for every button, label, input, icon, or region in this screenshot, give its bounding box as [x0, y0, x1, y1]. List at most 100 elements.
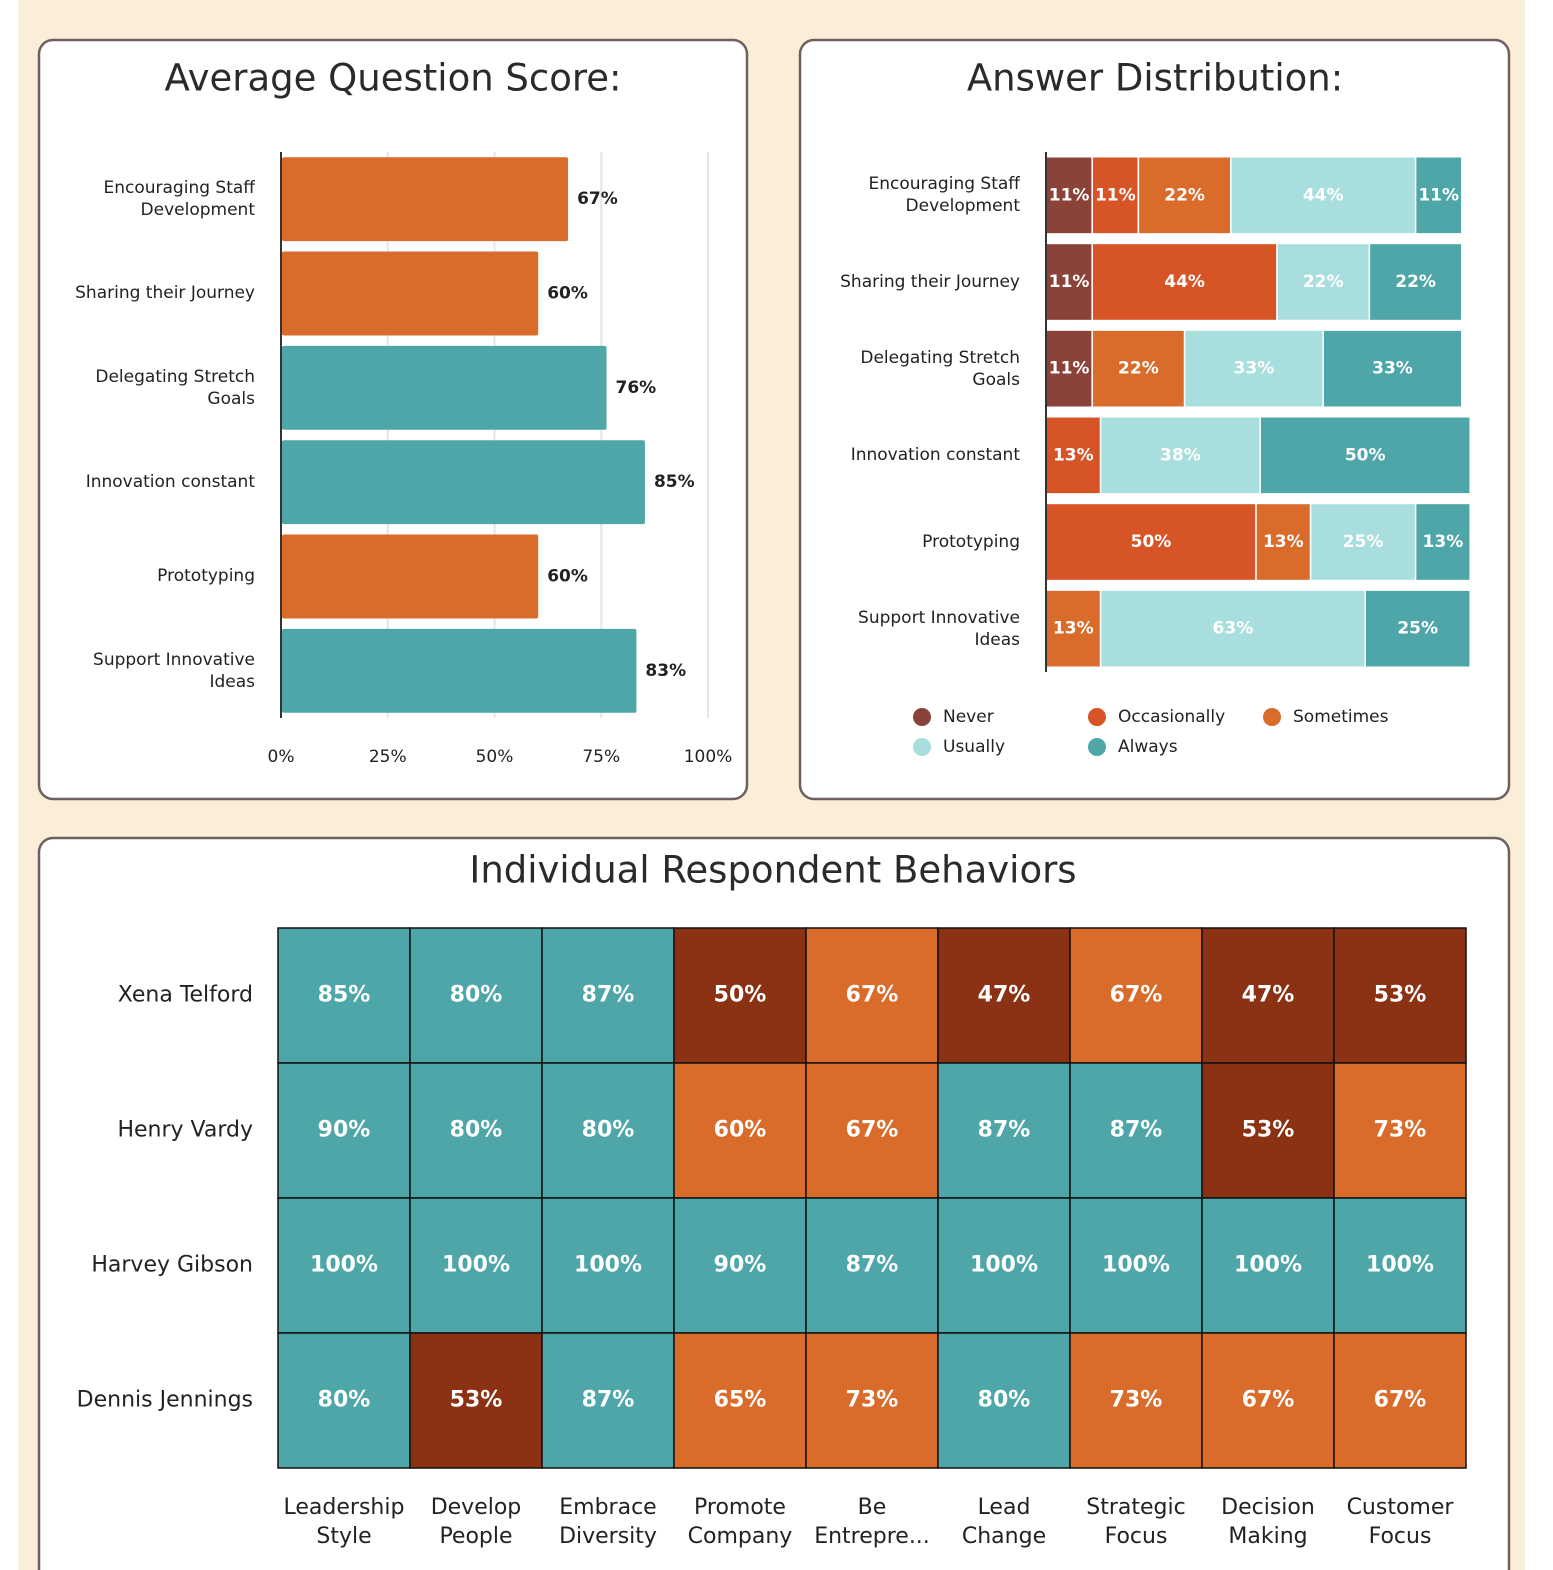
heatmap-cell [673, 1062, 807, 1199]
value-label: 13% [1423, 532, 1464, 552]
bar [282, 251, 539, 336]
cell-label: 60% [714, 1118, 767, 1143]
cell-label: 90% [714, 1253, 767, 1278]
heatmap-cell [409, 1062, 543, 1199]
heatmap-cell [673, 927, 807, 1064]
value-label: 63% [1213, 619, 1254, 639]
x-tick-label-box: Embrace Diversity [559, 1495, 657, 1549]
cell-label: 47% [978, 983, 1031, 1008]
cell-label: 67% [1242, 1388, 1295, 1413]
heatmap-cell [541, 1332, 675, 1469]
heatmap-cell [1333, 1332, 1467, 1469]
bar-segment [1045, 156, 1093, 235]
value-label: 60% [547, 567, 588, 587]
bar [282, 440, 645, 525]
chart-title: Answer Distribution: [967, 57, 1343, 100]
x-tick-label: Lead Change [961, 1495, 1047, 1549]
value-label: 44% [1164, 272, 1205, 292]
cell-label: 100% [1366, 1253, 1434, 1278]
heatmap-cell [1201, 927, 1335, 1064]
value-label: 13% [1053, 619, 1094, 639]
cell-label: 67% [1374, 1388, 1427, 1413]
y-tick-label-box: Encouraging Staff Development [103, 178, 255, 220]
cell-label: 67% [846, 983, 899, 1008]
heatmap-cell [277, 1332, 411, 1469]
heatmap-cell [409, 927, 543, 1064]
cell-label: 80% [582, 1118, 635, 1143]
cell-label: 100% [1234, 1253, 1302, 1278]
value-label: 50% [1131, 532, 1172, 552]
x-tick-label-box: Lead Change [961, 1495, 1047, 1549]
x-tick-label: Customer Focus [1346, 1495, 1454, 1549]
value-label: 22% [1164, 185, 1205, 205]
value-label: 76% [616, 378, 657, 398]
cell-label: 53% [450, 1388, 503, 1413]
y-tick-label-box: Prototyping [922, 532, 1020, 552]
heatmap-cell [541, 927, 675, 1064]
cell-label: 73% [846, 1388, 899, 1413]
bar-segment [1045, 502, 1257, 582]
x-tick-label: Develop People [430, 1495, 522, 1549]
value-label: 85% [654, 472, 695, 492]
bar-segment [1045, 242, 1093, 322]
cell-label: 87% [582, 1388, 635, 1413]
y-tick-label-box: Innovation constant [85, 472, 255, 493]
bar-segment [1137, 156, 1232, 235]
cell-label: 100% [970, 1253, 1038, 1278]
legend-label: Never [943, 707, 994, 727]
cell-label: 100% [1102, 1253, 1170, 1278]
x-tick-label: 25% [369, 747, 407, 767]
y-tick-label: Delegating Stretch Goals [860, 347, 1020, 390]
legend-marker [913, 738, 931, 756]
y-tick-label-box: Sharing their Journey [75, 283, 255, 304]
heatmap-cell [1333, 1197, 1467, 1334]
legend-label: Occasionally [1118, 707, 1225, 727]
row-label: Dennis Jennings [77, 1388, 253, 1413]
y-tick-label: Support Innovative Ideas [93, 649, 255, 692]
cell-label: 90% [318, 1118, 371, 1143]
value-label: 83% [645, 661, 686, 681]
heatmap-cell [541, 1062, 675, 1199]
heatmap-cell [805, 927, 939, 1064]
cell-label: 73% [1374, 1118, 1427, 1143]
heatmap-cell [1201, 1062, 1335, 1199]
y-tick-label-box: Support Innovative Ideas [93, 649, 255, 692]
legend-marker [1263, 708, 1281, 726]
legend-label: Sometimes [1293, 707, 1389, 727]
bar-segment [1414, 156, 1463, 235]
row-label: Henry Vardy [117, 1118, 253, 1143]
value-label: 11% [1418, 185, 1459, 205]
bar-segment [1230, 156, 1417, 235]
heatmap-cell [1201, 1332, 1335, 1469]
cell-label: 67% [1110, 983, 1163, 1008]
cell-label: 85% [318, 983, 371, 1008]
value-label: 44% [1303, 185, 1344, 205]
x-tick-label-box: Strategic Focus [1086, 1495, 1186, 1549]
y-tick-label-box: Support Innovative Ideas [858, 608, 1020, 650]
cell-label: 100% [310, 1253, 378, 1278]
cell-label: 100% [574, 1253, 642, 1278]
heatmap-cell [673, 1332, 807, 1469]
x-tick-label: Strategic Focus [1086, 1495, 1186, 1549]
x-tick-label-box: Be Entrepre... [814, 1495, 930, 1549]
value-label: 25% [1397, 619, 1438, 639]
value-label: 11% [1049, 272, 1090, 292]
heatmap-cell [937, 1332, 1071, 1469]
value-label: 67% [577, 189, 618, 209]
heatmap-cell [937, 1197, 1071, 1334]
cell-label: 87% [978, 1118, 1031, 1143]
bar-segment [1414, 502, 1471, 582]
chart-title: Individual Respondent Behaviors [469, 849, 1076, 892]
x-tick-label: Leadership Style [283, 1495, 405, 1549]
bar-segment [1259, 416, 1471, 495]
y-tick-label: Innovation constant [850, 445, 1020, 466]
y-tick-label: Innovation constant [85, 472, 255, 493]
bar-segment [1091, 156, 1140, 235]
bar-segment [1276, 242, 1371, 322]
value-label: 50% [1345, 445, 1386, 465]
cell-label: 80% [318, 1388, 371, 1413]
heatmap-cell [1201, 1197, 1335, 1334]
x-tick-label-box: Decision Making [1221, 1495, 1315, 1549]
y-tick-label: Sharing their Journey [75, 283, 255, 304]
x-tick-label: 50% [476, 747, 514, 767]
